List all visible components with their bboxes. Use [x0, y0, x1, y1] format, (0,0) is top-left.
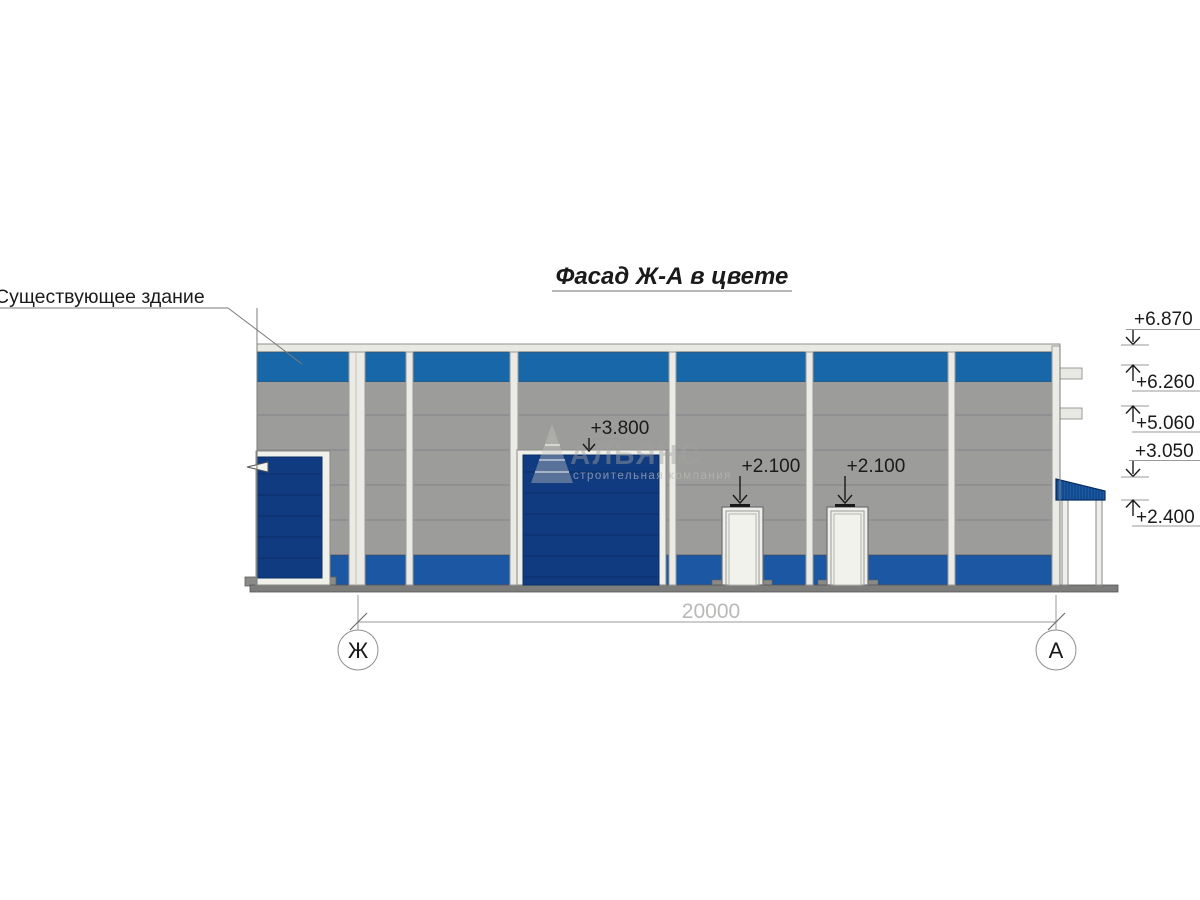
axis-bubble-right: А	[1035, 629, 1077, 671]
canopy-post	[1095, 499, 1103, 586]
gate-slats	[257, 473, 322, 559]
axis-circle	[1035, 629, 1077, 671]
central-sectional-gate	[516, 449, 667, 586]
elevation-value: +6.870	[1134, 309, 1193, 330]
watermark-pyramid-logo	[531, 424, 573, 483]
up-arrow-icon	[1125, 404, 1141, 414]
axis-letter: Ж	[348, 638, 369, 663]
elevation-value: +2.400	[1136, 507, 1195, 528]
canopy-roof	[1055, 478, 1106, 501]
column-strip	[805, 351, 814, 586]
door-elevation-mark-2: +2.100	[835, 456, 911, 507]
column-strip	[668, 351, 677, 586]
existing-building-callout: Существующее здание	[0, 286, 303, 365]
down-arrow-icon	[582, 443, 596, 453]
gate-leaf	[256, 456, 323, 579]
door-leaf	[728, 513, 757, 586]
column-strip	[405, 351, 414, 586]
callout-leader-line	[227, 307, 303, 365]
door-leaf	[833, 513, 862, 586]
entrance-door-2	[826, 506, 869, 586]
elevation-mark-3050: +3.050	[1121, 441, 1200, 478]
corner-column-strip	[1051, 345, 1061, 586]
overall-dimension: 20000	[349, 595, 1066, 637]
door-elevation-mark-1: +2.100	[730, 456, 806, 507]
door-elevation-value: +2.100	[847, 456, 906, 477]
canopy-post	[1061, 499, 1069, 586]
elevation-mark-2400: +2.400	[1121, 498, 1200, 528]
gate-slats	[523, 471, 659, 578]
elevation-value: +6.260	[1136, 372, 1195, 393]
elevation-mark-6260: +6.260	[1121, 363, 1200, 393]
up-arrow-icon	[1125, 498, 1141, 508]
axis-bubble-left: Ж	[337, 629, 379, 671]
left-sectional-gate	[246, 450, 331, 586]
column-strip	[947, 351, 956, 586]
axis-circle	[337, 629, 379, 671]
elevation-mark-5060: +5.060	[1121, 404, 1200, 434]
dimension-tick	[349, 612, 368, 631]
dimension-tick	[1047, 612, 1066, 631]
wall-bracket-upper	[1059, 367, 1083, 380]
watermark-tagline: строительная компания	[573, 470, 732, 482]
watermark-company-name: АЛЬЯНС	[570, 439, 702, 470]
column-strip	[348, 351, 366, 586]
up-arrow-icon	[1125, 363, 1141, 373]
column-strips	[348, 345, 1061, 586]
plinth-base	[249, 584, 1119, 593]
axis-letter: А	[1049, 638, 1064, 663]
elevation-value: +3.050	[1135, 441, 1194, 462]
wall-bracket-lower	[1059, 407, 1083, 420]
parapet-band	[256, 343, 1061, 353]
gate-elevation-mark: +3.800	[577, 418, 656, 453]
watermark: АЛЬЯНС строительная компания	[531, 424, 732, 483]
gate-elevation-value: +3.800	[591, 418, 650, 439]
down-arrow-icon	[732, 494, 748, 505]
building-facade	[244, 308, 1119, 593]
dimension-value: 20000	[682, 600, 740, 623]
door-elevation-value: +2.100	[742, 456, 801, 477]
elevation-value: +5.060	[1136, 413, 1195, 434]
top-accent-band	[256, 351, 1061, 383]
page-title: Фасад Ж-А в цвете	[556, 263, 789, 290]
entrance-canopy	[1055, 478, 1106, 586]
gate-leaf	[522, 454, 660, 586]
elevation-mark-6870: +6.870	[1121, 309, 1200, 346]
existing-building-label: Существующее здание	[0, 286, 205, 308]
entrance-door-1	[721, 506, 764, 586]
down-arrow-icon	[837, 494, 853, 505]
drawing-title: Фасад Ж-А в цвете	[552, 263, 792, 292]
